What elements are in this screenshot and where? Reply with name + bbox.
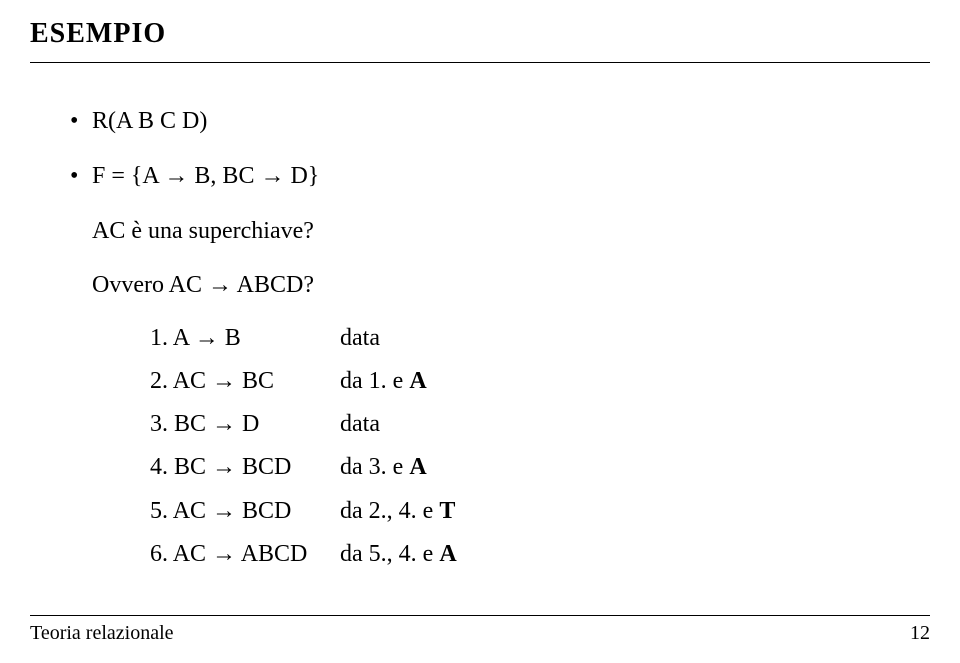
reason-text: da 3. e: [340, 454, 409, 480]
text-frag: D}: [284, 163, 319, 189]
step-num: 5.: [150, 498, 168, 524]
step-reason: da 1. e A: [340, 363, 427, 400]
intro-question-2: Ovvero AC → ABCD?: [92, 267, 930, 304]
slide-title: ESEMPIO: [30, 18, 930, 50]
bullet-marker: •: [70, 103, 92, 140]
step-lhs: A: [173, 325, 195, 351]
step-rhs: B: [219, 325, 241, 351]
slide-content: • R(A B C D) • F = {A → B, BC → D} AC è …: [30, 63, 930, 573]
step-lhs: BC: [174, 411, 212, 437]
derivation-steps: 1. A → B data 2. AC → BC da 1. e A 3.: [150, 320, 930, 573]
step-row: 3. BC → D data: [150, 406, 930, 443]
step-reason: data: [340, 406, 380, 443]
bullet-2: • F = {A → B, BC → D}: [70, 158, 930, 195]
step-reason: da 3. e A: [340, 449, 427, 486]
bullet-2-text: F = {A → B, BC → D}: [92, 158, 319, 195]
step-num: 4.: [150, 454, 168, 480]
text-frag: B, BC: [188, 163, 260, 189]
step-reason: da 2., 4. e T: [340, 493, 455, 530]
footer-page-number: 12: [910, 622, 930, 645]
step-num: 3.: [150, 411, 168, 437]
step-row: 5. AC → BCD da 2., 4. e T: [150, 493, 930, 530]
step-row: 6. AC → ABCD da 5., 4. e A: [150, 536, 930, 573]
step-row: 1. A → B data: [150, 320, 930, 357]
bottom-rule: [30, 615, 930, 616]
intro-question-1: AC è una superchiave?: [92, 213, 930, 250]
slide-footer: Teoria relazionale 12: [30, 615, 930, 645]
reason-text: da 5., 4. e: [340, 541, 439, 567]
text-frag: Ovvero AC: [92, 272, 208, 298]
arrow-icon: →: [212, 498, 236, 524]
bullet-1-text: R(A B C D): [92, 103, 207, 140]
step-lhs: AC: [173, 498, 212, 524]
step-reason: data: [340, 320, 380, 357]
reason-rule: A: [409, 368, 426, 394]
step-lhs: BC: [174, 454, 212, 480]
step-rhs: ABCD: [236, 541, 307, 567]
slide-page: ESEMPIO • R(A B C D) • F = {A → B, BC → …: [0, 0, 960, 663]
step-num: 2.: [150, 368, 168, 394]
step-num: 1.: [150, 325, 168, 351]
reason-text: da 1. e: [340, 368, 409, 394]
arrow-icon: →: [212, 541, 236, 567]
reason-rule: A: [439, 541, 456, 567]
arrow-icon: →: [212, 454, 236, 480]
step-num: 6.: [150, 541, 168, 567]
text-frag: F = {A: [92, 163, 164, 189]
step-rhs: BC: [236, 368, 274, 394]
bullet-1: • R(A B C D): [70, 103, 930, 140]
reason-text: da 2., 4. e: [340, 498, 439, 524]
reason-text: data: [340, 411, 380, 437]
step-lhs: AC: [173, 368, 212, 394]
arrow-icon: →: [260, 163, 284, 189]
arrow-icon: →: [195, 325, 219, 351]
step-lhs: AC: [173, 541, 212, 567]
footer-left: Teoria relazionale: [30, 622, 174, 645]
reason-rule: T: [439, 498, 455, 524]
reason-rule: A: [409, 454, 426, 480]
reason-text: data: [340, 325, 380, 351]
bullet-marker: •: [70, 158, 92, 195]
text-frag: ABCD?: [232, 272, 314, 298]
arrow-icon: →: [208, 272, 232, 298]
step-rhs: BCD: [236, 454, 291, 480]
arrow-icon: →: [164, 163, 188, 189]
step-rhs: D: [236, 411, 259, 437]
step-row: 2. AC → BC da 1. e A: [150, 363, 930, 400]
step-rhs: BCD: [236, 498, 291, 524]
step-row: 4. BC → BCD da 3. e A: [150, 449, 930, 486]
arrow-icon: →: [212, 411, 236, 437]
step-reason: da 5., 4. e A: [340, 536, 457, 573]
arrow-icon: →: [212, 368, 236, 394]
